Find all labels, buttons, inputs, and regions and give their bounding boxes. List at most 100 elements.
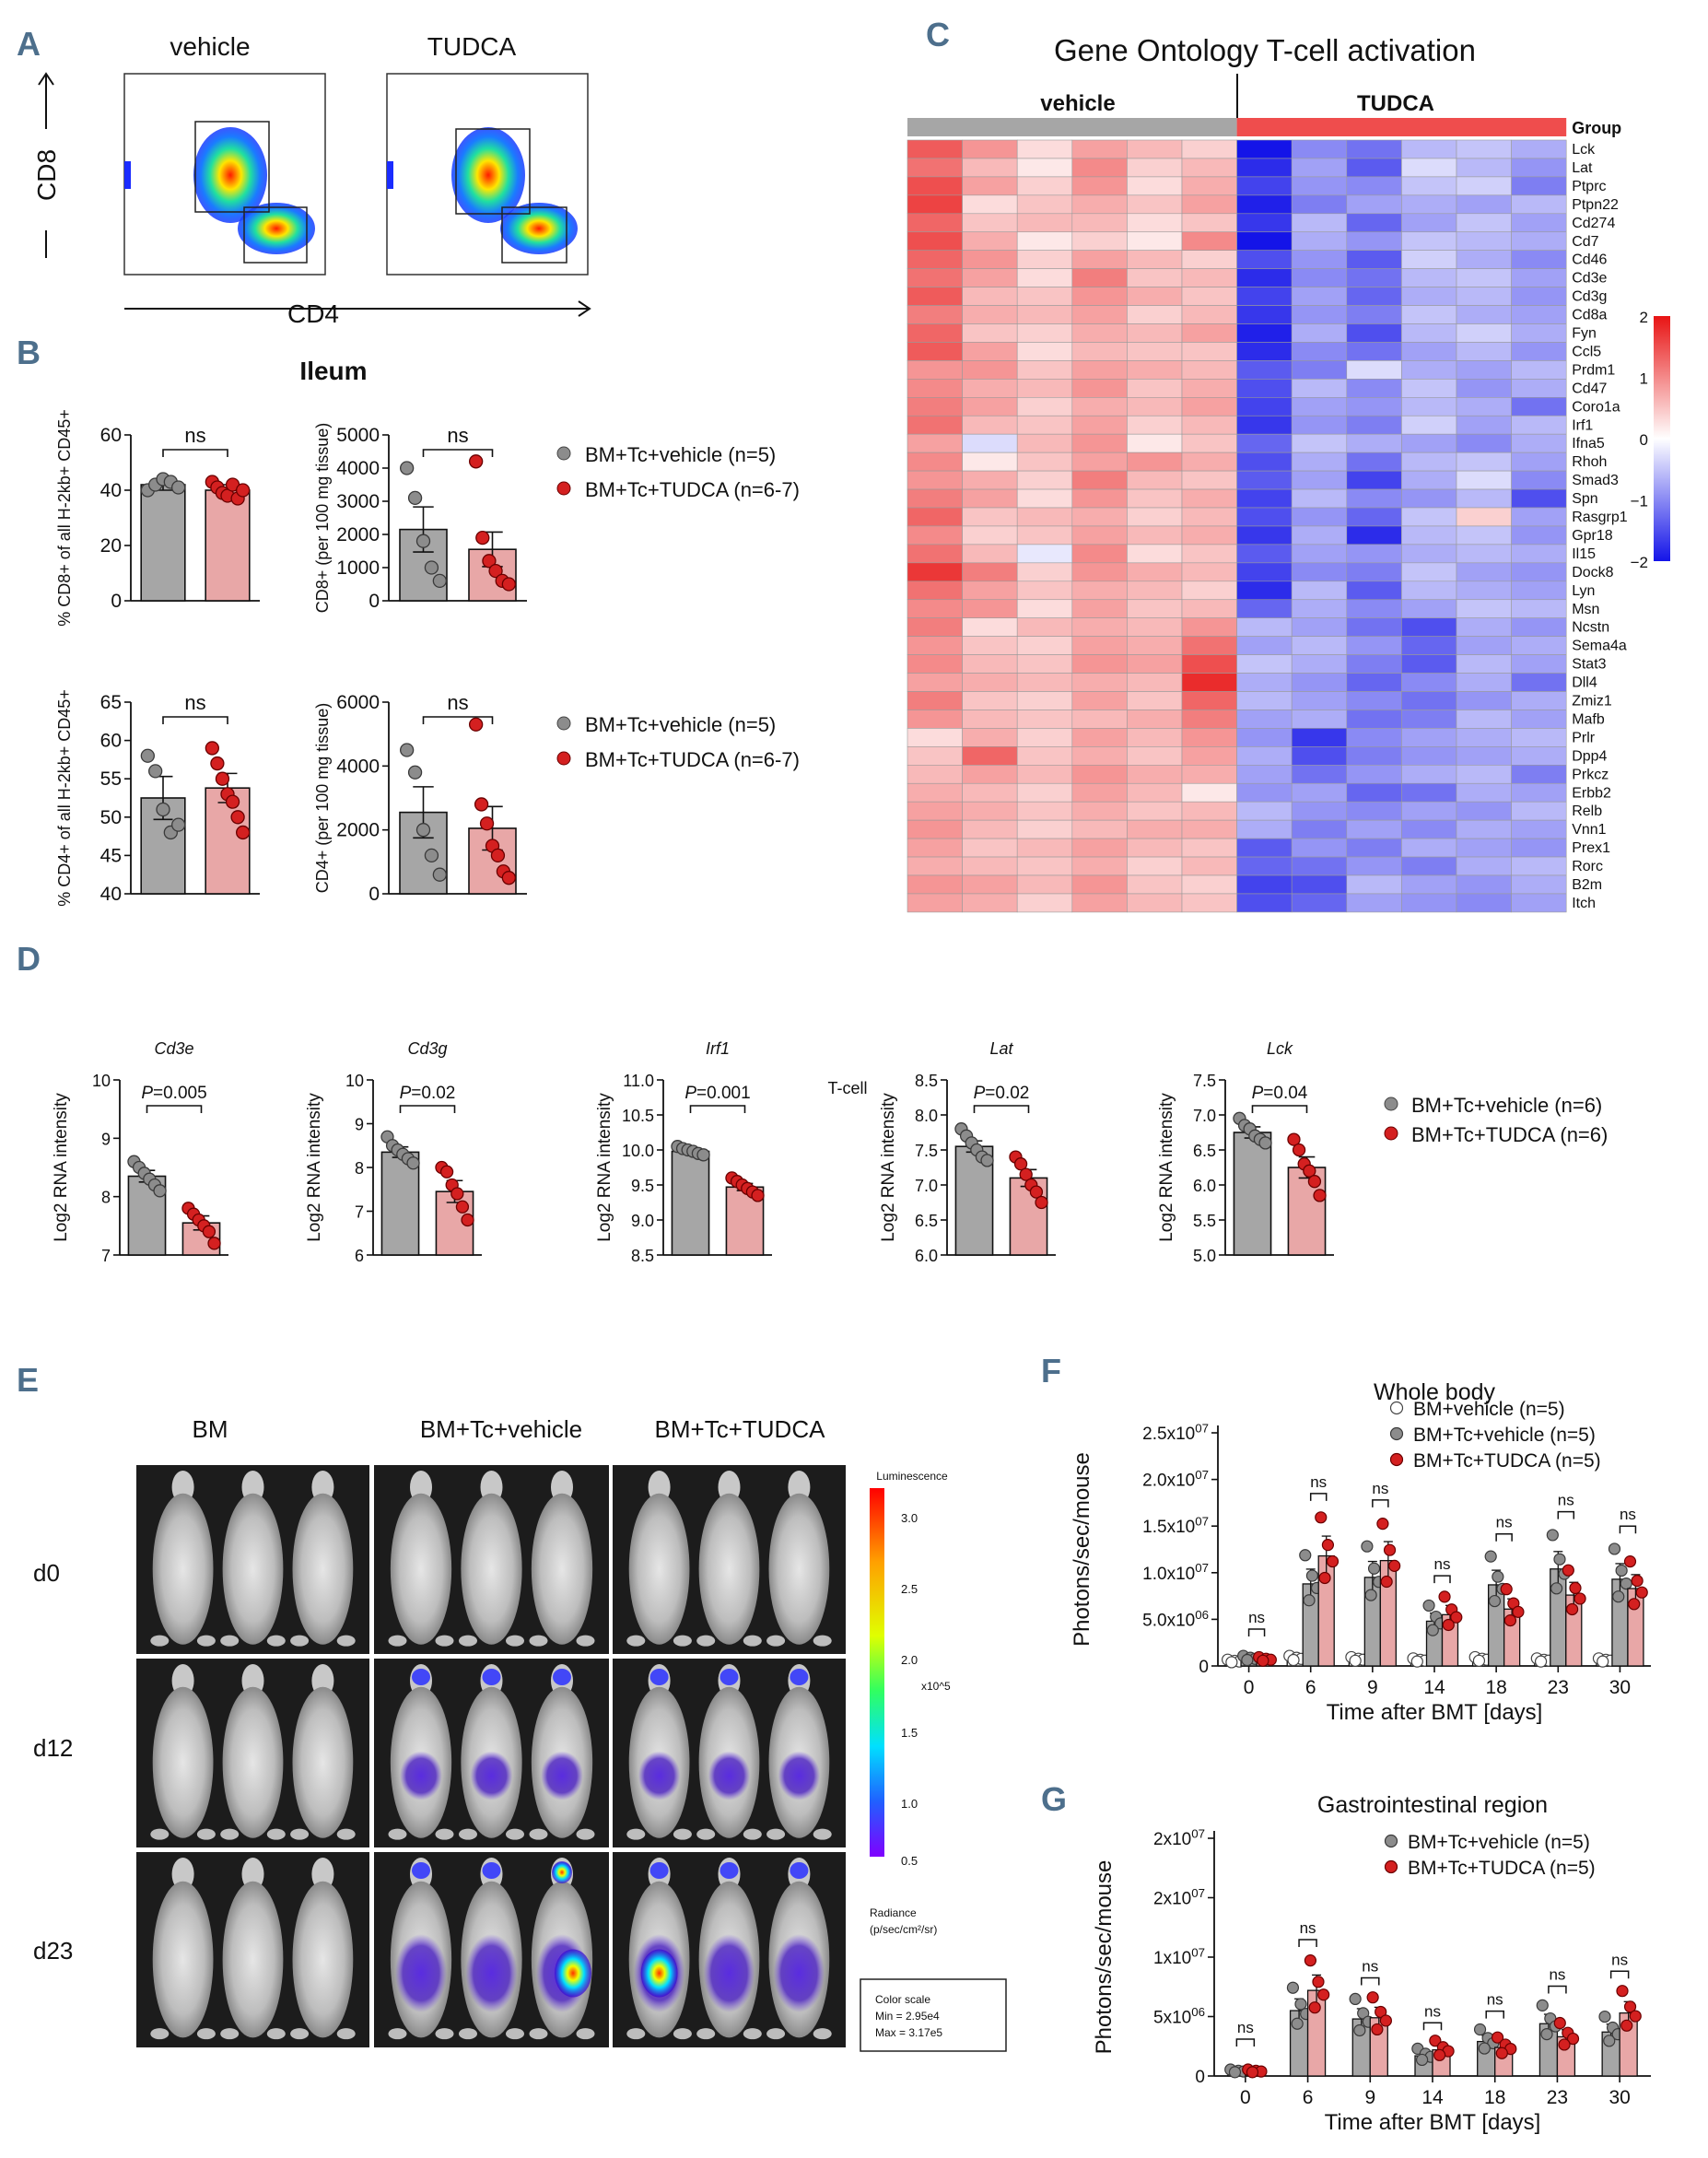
mouse-paw <box>813 1828 832 1840</box>
chart-b1-cd8-percent: 0 20 40 60 % CD8+ of all H-2kb+ CD45+ ns <box>55 409 260 627</box>
significance-label: ns <box>1620 1506 1636 1523</box>
x-tick-label: 6 <box>1303 2087 1314 2108</box>
heatmap-cell <box>1127 488 1183 509</box>
legend-marker-tudca <box>556 751 571 766</box>
x-axis-label: Time after BMT [days] <box>1325 2110 1541 2135</box>
heatmap-cell <box>1071 710 1128 729</box>
data-point-tudca <box>215 771 230 786</box>
heatmap-cell <box>1511 415 1567 435</box>
gene-label: Msn <box>1572 602 1599 617</box>
heatmap-cell <box>962 194 1018 215</box>
heatmap-cell <box>1016 488 1073 509</box>
legend-label-tudca: BM+Tc+TUDCA (n=6) <box>1411 1123 1608 1146</box>
heatmap-cell <box>1346 323 1402 343</box>
data-point-tudca <box>469 454 484 469</box>
heatmap-cell <box>1511 452 1567 472</box>
flow-population-cd8-tudca <box>451 127 525 223</box>
y-tick-label: 2000 <box>336 820 380 841</box>
heatmap-cell <box>1346 673 1402 692</box>
gene-label: Lck <box>1572 142 1596 158</box>
heatmap-cell <box>962 673 1018 692</box>
heatmap-cell <box>962 764 1018 784</box>
heatmap-cell <box>1127 654 1183 674</box>
heatmap-cell <box>1346 764 1402 784</box>
colorbar-tick-label: −1 <box>1631 493 1648 510</box>
heatmap-cell <box>1071 250 1128 269</box>
heatmap-cell <box>907 194 963 215</box>
y-tick-label: 60 <box>100 731 122 752</box>
heatmap-cell <box>1127 838 1183 858</box>
flow-gate-cd4-tudca <box>501 206 567 264</box>
heatmap-cell <box>1401 617 1457 637</box>
heatmap-cell <box>907 268 963 287</box>
y-tick-label: 6000 <box>336 692 380 713</box>
mouse-paw <box>459 1635 477 1647</box>
mouse-image-grid <box>136 1465 846 2047</box>
row-label-d23: d23 <box>33 1937 73 1964</box>
heatmap-cell <box>1236 176 1293 196</box>
y-tick-label: 0 <box>111 591 122 612</box>
heatmap-cell <box>907 673 963 692</box>
bar-vehicle <box>671 1150 710 1256</box>
group-header: Group <box>1572 119 1621 137</box>
significance-label: P=0.001 <box>684 1084 750 1103</box>
heatmap-cell <box>1181 268 1237 287</box>
heatmap-cell <box>1346 893 1402 913</box>
significance-bracket <box>1247 1628 1266 1636</box>
data-point-vehicle <box>407 490 423 506</box>
heatmap-cell <box>1346 194 1402 215</box>
y-tick-label: 5000 <box>336 425 380 446</box>
significance-label: ns <box>1362 1958 1378 1976</box>
heatmap-cell <box>1511 893 1567 913</box>
heatmap-cell <box>1456 599 1512 619</box>
chart-title: Irf1 <box>706 1039 730 1058</box>
heatmap-cell <box>1127 874 1183 895</box>
heatmap-cell <box>1456 874 1512 895</box>
x-tick-label: 9 <box>1364 2087 1375 2108</box>
data-point <box>1612 1590 1625 1603</box>
heatmap-cell <box>1456 139 1512 159</box>
chart-title: Lat <box>989 1039 1013 1058</box>
heatmap-cell <box>907 287 963 306</box>
heatmap-cell <box>962 396 1018 416</box>
heatmap-cell <box>1346 507 1402 527</box>
heatmap-cell <box>1236 673 1293 692</box>
mouse-paw <box>506 1828 524 1840</box>
heatmap-cell <box>1016 673 1073 692</box>
heatmap-cell <box>1401 636 1457 655</box>
heatmap-cell <box>1071 158 1128 178</box>
mouse-paw <box>266 1635 286 1647</box>
heatmap-cell <box>1511 654 1567 674</box>
data-point <box>1326 1554 1339 1568</box>
heatmap-cell <box>907 452 963 472</box>
heatmap-cell <box>1456 379 1512 398</box>
heatmap-cell <box>1016 874 1073 895</box>
panel-b-legend-top: BM+Tc+vehicle (n=5) BM+Tc+TUDCA (n=6-7) <box>556 443 800 501</box>
data-point <box>1492 1570 1504 1583</box>
y-tick-label: 60 <box>100 425 122 446</box>
heatmap-cell <box>1127 213 1183 233</box>
significance-bracket <box>146 1105 203 1113</box>
heatmap-cell <box>1016 360 1073 380</box>
heatmap-cell <box>1016 599 1073 619</box>
heatmap-cell <box>907 617 963 637</box>
heatmap-cell <box>1456 507 1512 527</box>
heatmap-cell <box>1236 268 1293 287</box>
heatmap-cell <box>1236 139 1293 159</box>
mouse-paw <box>576 1828 595 1840</box>
heatmap-cell <box>1181 379 1237 398</box>
heatmap-cell <box>1511 139 1567 159</box>
heatmap-cell <box>1291 746 1348 766</box>
data-point-tudca <box>207 1237 221 1250</box>
mouse-paw <box>336 1828 356 1840</box>
heatmap-cell <box>1511 507 1567 527</box>
gene-label: Prdm1 <box>1572 362 1615 378</box>
data-point-vehicle <box>153 1184 167 1198</box>
heatmap-cell <box>1127 856 1183 876</box>
y-tick-label: 9 <box>355 1116 364 1134</box>
heatmap-cell <box>962 544 1018 564</box>
y-tick-label: 7 <box>101 1247 111 1265</box>
heatmap-cell <box>1181 691 1237 710</box>
heatmap-cell <box>1236 525 1293 545</box>
heatmap-cell <box>1511 360 1567 380</box>
